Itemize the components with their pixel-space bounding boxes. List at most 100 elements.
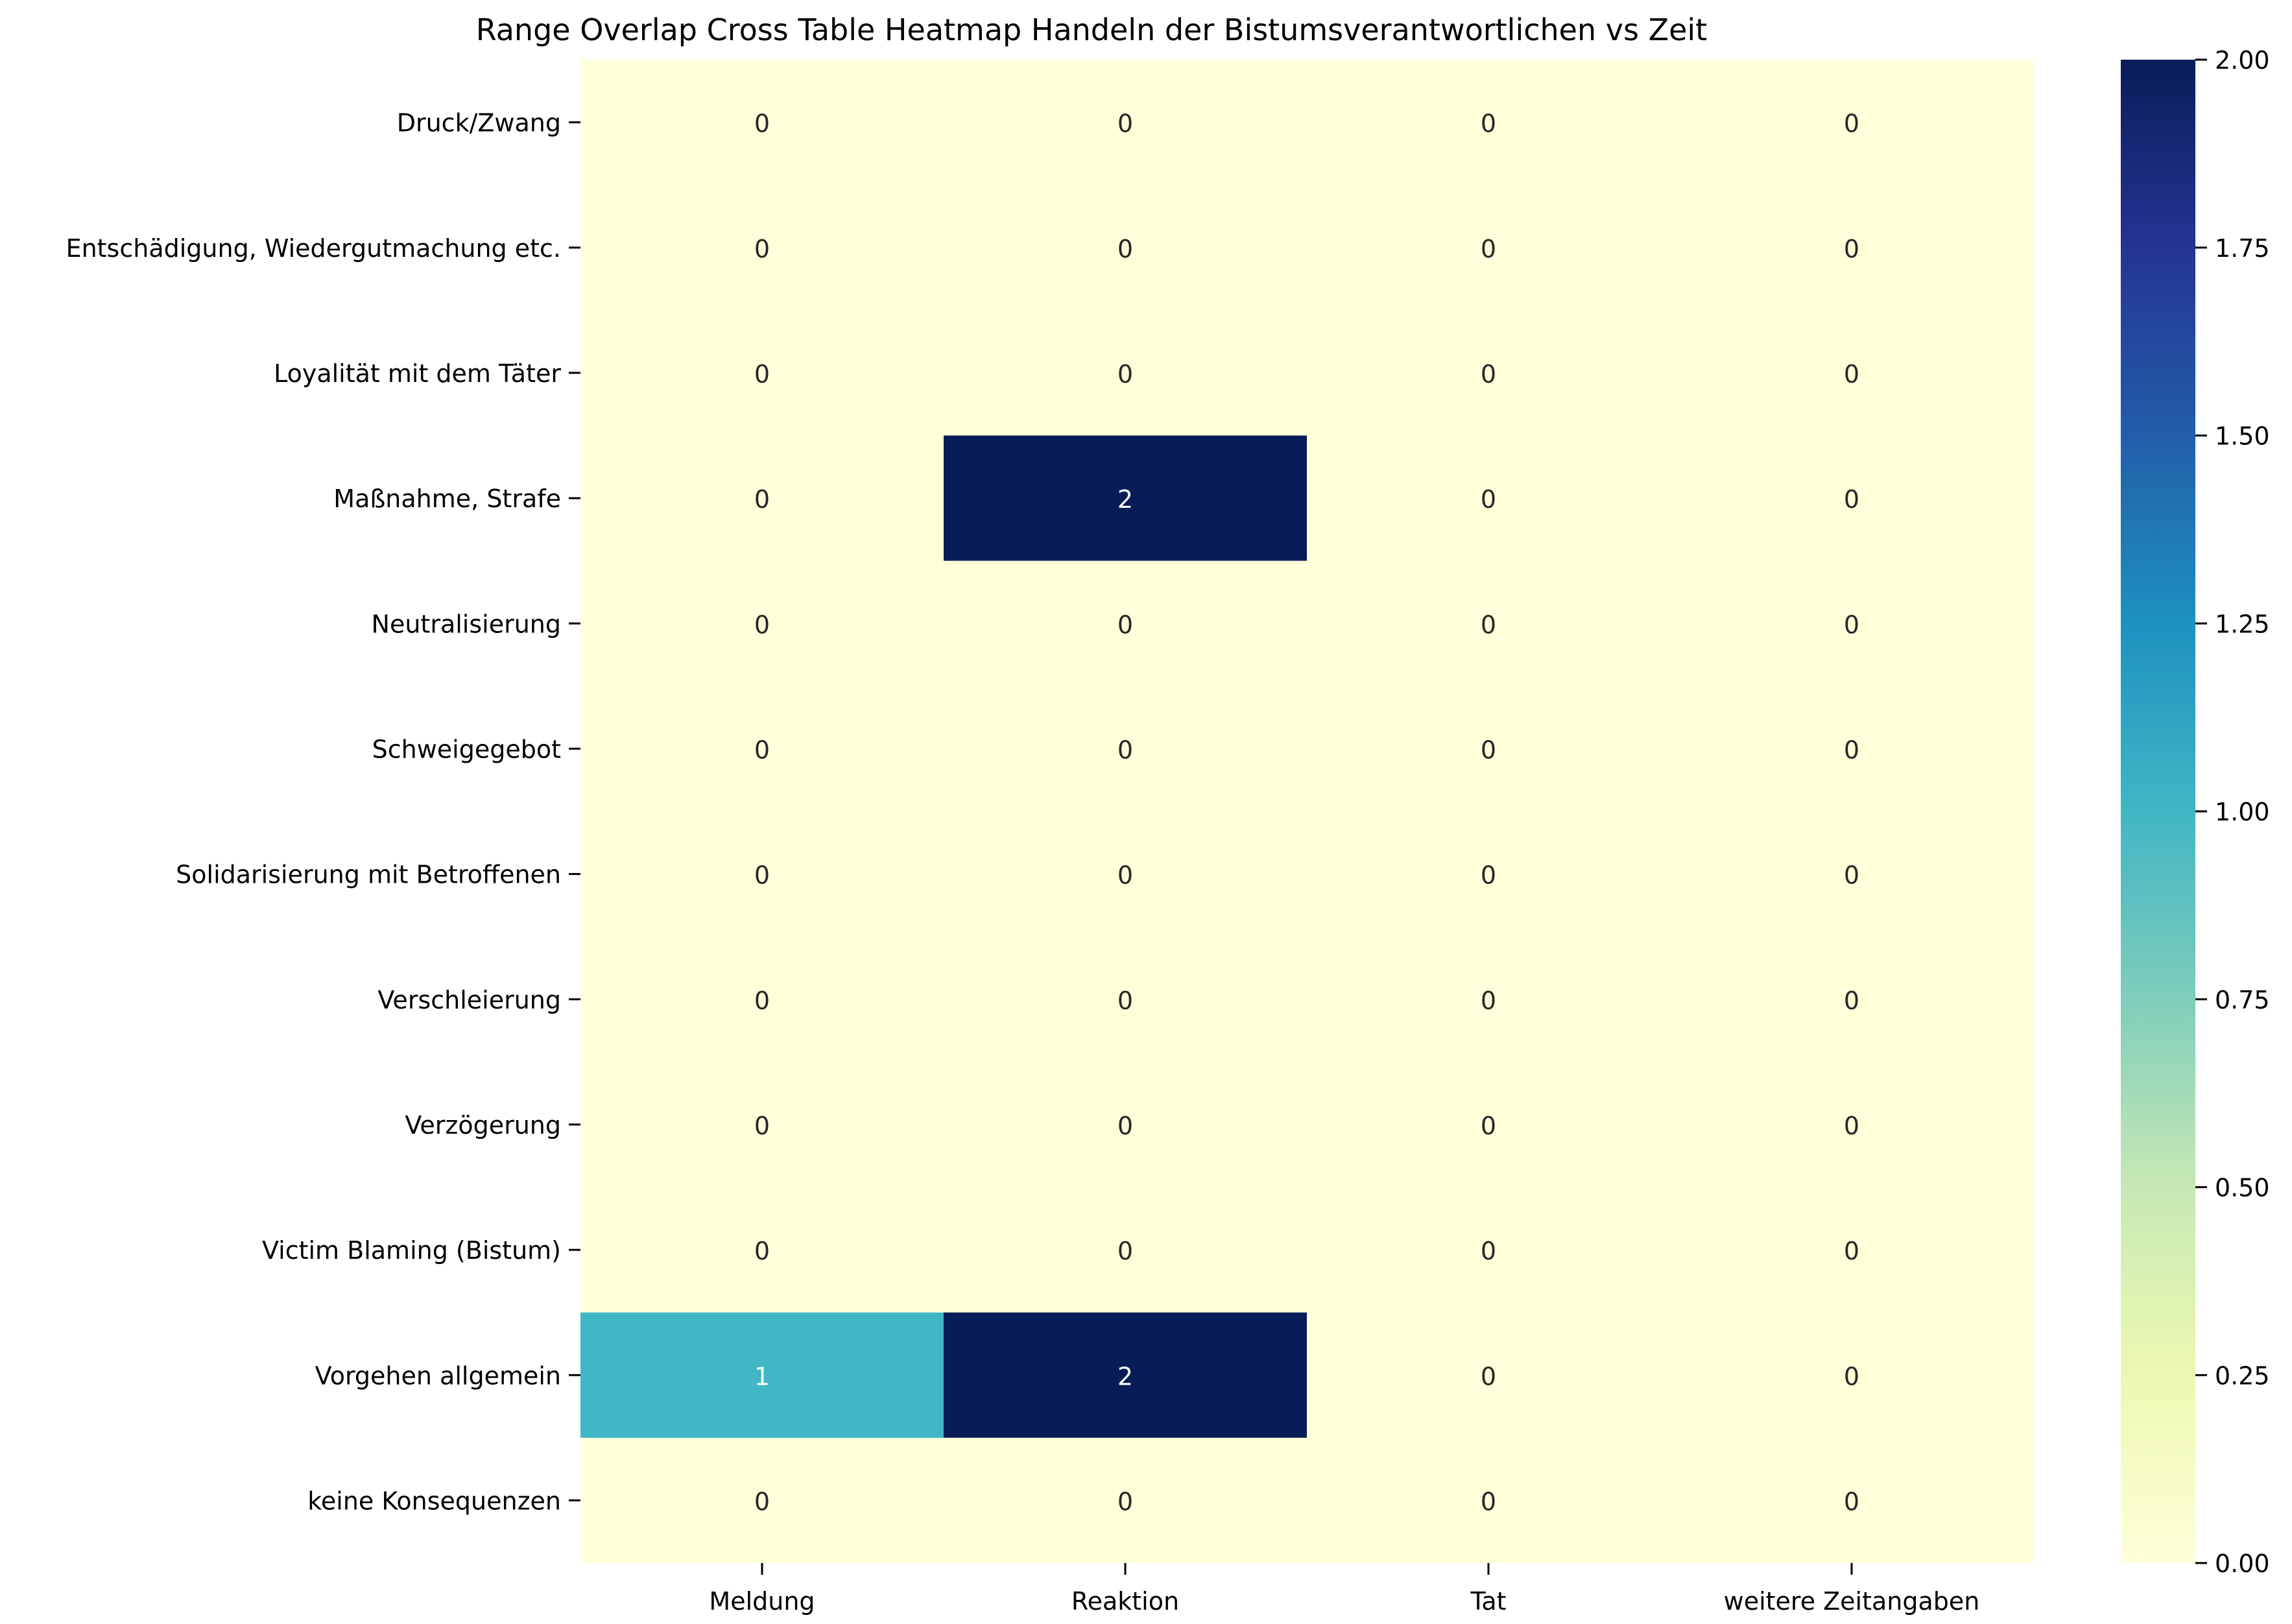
cell-value-label-vorgehen-allgemein-reaktion: 2	[1117, 1362, 1133, 1391]
colorbar-tick-label-2-00: 2.00	[2215, 46, 2270, 75]
colorbar-gradient	[2121, 60, 2195, 1563]
cell-value-label-ma-nahme-strafe-reaktion: 2	[1117, 485, 1133, 514]
heatmap-cell-verz-gerung-weitere-zeitangaben	[1670, 1062, 2034, 1188]
cell-value-label-entsch-digung-wiedergutmachung-etc-weitere-zeitangaben: 0	[1844, 235, 1859, 263]
heatmap-cell-neutralisierung-meldung	[580, 560, 944, 687]
cell-value-label-ma-nahme-strafe-tat: 0	[1481, 485, 1496, 514]
heatmap-cell-schweigegebot-tat	[1307, 686, 1671, 812]
heatmap-cell-verschleierung-reaktion	[944, 937, 1307, 1062]
heatmap-cell-ma-nahme-strafe-reaktion	[944, 435, 1307, 562]
cell-value-label-victim-blaming-bistum-meldung: 0	[754, 1237, 770, 1265]
chart-title: Range Overlap Cross Table Heatmap Handel…	[476, 12, 1707, 47]
heatmap-cell-ma-nahme-strafe-meldung	[580, 435, 944, 562]
cell-value-label-verschleierung-weitere-zeitangaben: 0	[1844, 986, 1859, 1015]
heatmap-cell-verschleierung-weitere-zeitangaben	[1670, 937, 2034, 1062]
cell-value-label-vorgehen-allgemein-weitere-zeitangaben: 0	[1844, 1362, 1859, 1391]
colorbar-tick-label-0-25: 0.25	[2215, 1361, 2270, 1390]
heatmap-cell-keine-konsequenzen-meldung	[580, 1437, 944, 1564]
y-tick-label-verschleierung: Verschleierung	[377, 986, 561, 1014]
heatmap-cell-verz-gerung-reaktion	[944, 1062, 1307, 1188]
heatmap-cell-entsch-digung-wiedergutmachung-etc-weitere-zeitangaben	[1670, 185, 2034, 311]
heatmap-cell-verschleierung-meldung	[580, 937, 944, 1062]
cell-value-label-entsch-digung-wiedergutmachung-etc-reaktion: 0	[1117, 235, 1133, 263]
heatmap-cell-entsch-digung-wiedergutmachung-etc-meldung	[580, 185, 944, 311]
y-tick-label-entsch-digung-wiedergutmachung-etc: Entschädigung, Wiedergutmachung etc.	[66, 234, 561, 263]
x-tick-label-tat: Tat	[1470, 1587, 1506, 1616]
cell-value-label-loyalit-t-mit-dem-t-ter-reaktion: 0	[1117, 360, 1133, 388]
x-tick-label-reaktion: Reaktion	[1071, 1587, 1179, 1616]
cell-value-label-entsch-digung-wiedergutmachung-etc-tat: 0	[1481, 235, 1496, 263]
colorbar-tick-label-1-75: 1.75	[2215, 234, 2270, 263]
y-tick-label-neutralisierung: Neutralisierung	[372, 610, 561, 638]
row-labels: Druck/Zwang Entschädigung, Wiedergutmachu…	[66, 109, 580, 1515]
y-tick-label-loyalit-t-mit-dem-t-ter: Loyalität mit dem Täter	[274, 359, 561, 388]
y-tick-label-verz-gerung: Verzögerung	[405, 1111, 561, 1140]
heatmap-cell-druck-zwang-weitere-zeitangaben	[1670, 60, 2034, 185]
heatmap-cell-victim-blaming-bistum-meldung	[580, 1187, 944, 1313]
cell-value-label-loyalit-t-mit-dem-t-ter-tat: 0	[1481, 360, 1496, 388]
colorbar-tick-label-1-25: 1.25	[2215, 610, 2270, 638]
column-labels: Meldung Reaktion Tat weitere Zeitangaben	[709, 1563, 1979, 1616]
cell-value-label-loyalit-t-mit-dem-t-ter-weitere-zeitangaben: 0	[1844, 360, 1859, 388]
y-tick-label-druck-zwang: Druck/Zwang	[397, 109, 561, 137]
cell-value-label-druck-zwang-meldung: 0	[754, 110, 770, 138]
cell-value-label-loyalit-t-mit-dem-t-ter-meldung: 0	[754, 360, 770, 388]
heatmap-cell-druck-zwang-meldung	[580, 60, 944, 185]
heatmap-cell-loyalit-t-mit-dem-t-ter-tat	[1307, 310, 1671, 436]
cell-value-label-schweigegebot-weitere-zeitangaben: 0	[1844, 735, 1859, 764]
cell-value-label-ma-nahme-strafe-meldung: 0	[754, 485, 770, 514]
heatmap-cell-verschleierung-tat	[1307, 937, 1671, 1062]
heatmap-cell-neutralisierung-weitere-zeitangaben	[1670, 560, 2034, 687]
cell-value-label-druck-zwang-weitere-zeitangaben: 0	[1844, 110, 1859, 138]
cell-value-label-victim-blaming-bistum-reaktion: 0	[1117, 1237, 1133, 1265]
cell-value-label-keine-konsequenzen-tat: 0	[1481, 1487, 1496, 1516]
heatmap-cell-vorgehen-allgemein-tat	[1307, 1312, 1671, 1439]
heatmap-cell-keine-konsequenzen-weitere-zeitangaben	[1670, 1437, 2034, 1564]
colorbar-tick-label-0-50: 0.50	[2215, 1174, 2270, 1202]
cell-value-label-druck-zwang-reaktion: 0	[1117, 110, 1133, 138]
cell-value-label-verschleierung-tat: 0	[1481, 986, 1496, 1015]
cell-value-label-entsch-digung-wiedergutmachung-etc-meldung: 0	[754, 235, 770, 263]
cell-value-label-solidarisierung-mit-betroffenen-weitere-zeitangaben: 0	[1844, 861, 1859, 890]
heatmap-cell-ma-nahme-strafe-weitere-zeitangaben	[1670, 435, 2034, 562]
y-tick-label-ma-nahme-strafe: Maßnahme, Strafe	[333, 484, 561, 513]
heatmap-cell-schweigegebot-meldung	[580, 686, 944, 812]
cell-value-label-solidarisierung-mit-betroffenen-tat: 0	[1481, 861, 1496, 890]
heatmap-cell-victim-blaming-bistum-reaktion	[944, 1187, 1307, 1313]
heatmap-cell-solidarisierung-mit-betroffenen-meldung	[580, 811, 944, 937]
colorbar-tick-label-0-75: 0.75	[2215, 986, 2270, 1014]
heatmap-cell-vorgehen-allgemein-meldung	[580, 1312, 944, 1439]
cell-value-label-vorgehen-allgemein-tat: 0	[1481, 1362, 1496, 1391]
cell-value-label-victim-blaming-bistum-tat: 0	[1481, 1237, 1496, 1265]
cell-value-label-keine-konsequenzen-meldung: 0	[754, 1487, 770, 1516]
cell-value-label-ma-nahme-strafe-weitere-zeitangaben: 0	[1844, 485, 1859, 514]
colorbar-tick-label-1-00: 1.00	[2215, 798, 2270, 826]
cell-value-label-keine-konsequenzen-reaktion: 0	[1117, 1487, 1133, 1516]
cell-value-label-verschleierung-reaktion: 0	[1117, 986, 1133, 1015]
cell-value-label-schweigegebot-reaktion: 0	[1117, 735, 1133, 764]
heatmap-cell-verz-gerung-meldung	[580, 1062, 944, 1188]
heatmap-cell-solidarisierung-mit-betroffenen-weitere-zeitangaben	[1670, 811, 2034, 937]
cell-value-label-neutralisierung-reaktion: 0	[1117, 610, 1133, 639]
colorbar-tick-label-1-50: 1.50	[2215, 422, 2270, 451]
colorbar-tick-label-0-00: 0.00	[2215, 1549, 2270, 1578]
cell-value-label-schweigegebot-tat: 0	[1481, 735, 1496, 764]
cell-value-label-verz-gerung-meldung: 0	[754, 1112, 770, 1140]
heatmap-cell-loyalit-t-mit-dem-t-ter-weitere-zeitangaben	[1670, 310, 2034, 436]
y-tick-label-schweigegebot: Schweigegebot	[372, 735, 561, 763]
heatmap-cell-entsch-digung-wiedergutmachung-etc-tat	[1307, 185, 1671, 311]
heatmap-cell-druck-zwang-tat	[1307, 60, 1671, 185]
heatmap-cell-druck-zwang-reaktion	[944, 60, 1307, 185]
y-tick-label-vorgehen-allgemein: Vorgehen allgemein	[315, 1361, 561, 1390]
cell-value-label-druck-zwang-tat: 0	[1481, 110, 1496, 138]
heatmap-cell-verz-gerung-tat	[1307, 1062, 1671, 1188]
y-tick-label-victim-blaming-bistum: Victim Blaming (Bistum)	[262, 1236, 561, 1265]
heatmap-cell-keine-konsequenzen-reaktion	[944, 1437, 1307, 1564]
heatmap-cell-vorgehen-allgemein-reaktion	[944, 1312, 1307, 1439]
heatmap-cell-victim-blaming-bistum-tat	[1307, 1187, 1671, 1313]
x-tick-label-weitere-zeitangaben: weitere Zeitangaben	[1724, 1587, 1980, 1616]
heatmap-cell-vorgehen-allgemein-weitere-zeitangaben	[1670, 1312, 2034, 1439]
heatmap-cell-solidarisierung-mit-betroffenen-tat	[1307, 811, 1671, 937]
heatmap-cell-entsch-digung-wiedergutmachung-etc-reaktion	[944, 185, 1307, 311]
